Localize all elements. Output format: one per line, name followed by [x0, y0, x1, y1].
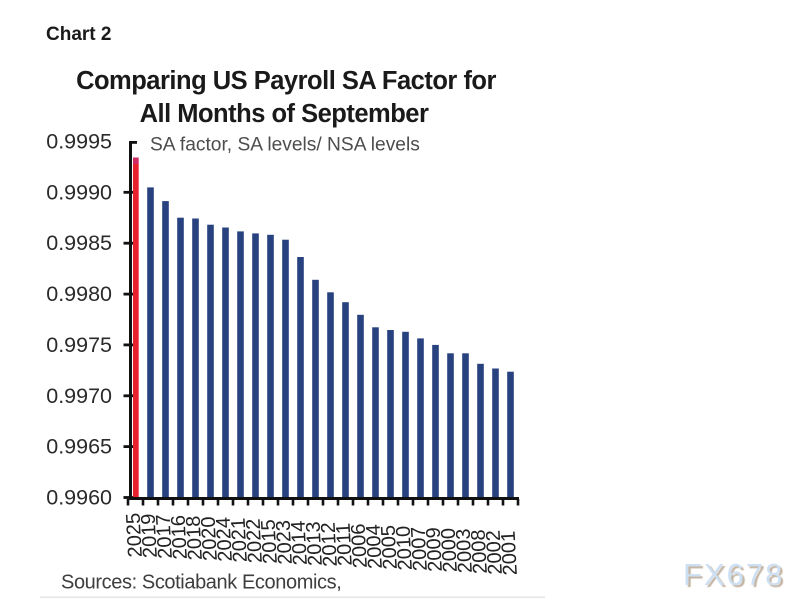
svg-text:2011: 2011	[333, 522, 357, 566]
svg-text:0.9980: 0.9980	[46, 282, 112, 306]
svg-text:Chart 2: Chart 2	[46, 24, 111, 45]
svg-text:0.9985: 0.9985	[46, 231, 112, 255]
svg-text:0.9960: 0.9960	[46, 485, 112, 509]
svg-text:2009: 2009	[423, 527, 447, 573]
svg-text:0.9975: 0.9975	[46, 333, 112, 357]
svg-text:2004: 2004	[363, 524, 387, 570]
svg-text:2020: 2020	[198, 516, 222, 562]
svg-text:0.9990: 0.9990	[46, 180, 112, 204]
svg-text:2019: 2019	[138, 513, 162, 559]
svg-text:2008: 2008	[468, 529, 492, 575]
svg-text:2012: 2012	[318, 522, 342, 568]
svg-text:All Months of September: All Months of September	[140, 100, 429, 128]
svg-text:Comparing US Payroll SA Factor: Comparing US Payroll SA Factor for	[76, 67, 496, 95]
svg-text:2005: 2005	[378, 524, 402, 570]
svg-text:Sources: Scotiabank Economics,: Sources: Scotiabank Economics,	[61, 572, 341, 594]
svg-text:2015: 2015	[258, 519, 282, 565]
svg-text:2016: 2016	[168, 514, 192, 560]
svg-text:2018: 2018	[183, 515, 207, 561]
svg-text:2021: 2021	[228, 517, 252, 563]
svg-text:2013: 2013	[303, 521, 327, 567]
svg-text:2002: 2002	[483, 530, 507, 576]
svg-text:2017: 2017	[153, 514, 177, 560]
svg-text:2000: 2000	[438, 527, 462, 573]
svg-text:SA factor, SA levels/ NSA leve: SA factor, SA levels/ NSA levels	[150, 135, 420, 156]
svg-text:2006: 2006	[348, 523, 372, 569]
svg-text:0.9995: 0.9995	[46, 130, 112, 154]
svg-text:0.9965: 0.9965	[46, 435, 112, 459]
svg-text:2025: 2025	[123, 512, 147, 558]
svg-text:2001: 2001	[498, 530, 522, 576]
svg-text:2022: 2022	[243, 518, 267, 564]
svg-text:0.9970: 0.9970	[46, 384, 112, 408]
svg-text:FX678: FX678	[683, 557, 784, 592]
svg-text:2023: 2023	[273, 519, 297, 565]
svg-text:2024: 2024	[213, 517, 237, 563]
svg-text:2007: 2007	[408, 526, 432, 572]
svg-text:2003: 2003	[453, 528, 477, 574]
svg-text:2010: 2010	[393, 525, 417, 571]
svg-text:2014: 2014	[288, 520, 312, 566]
